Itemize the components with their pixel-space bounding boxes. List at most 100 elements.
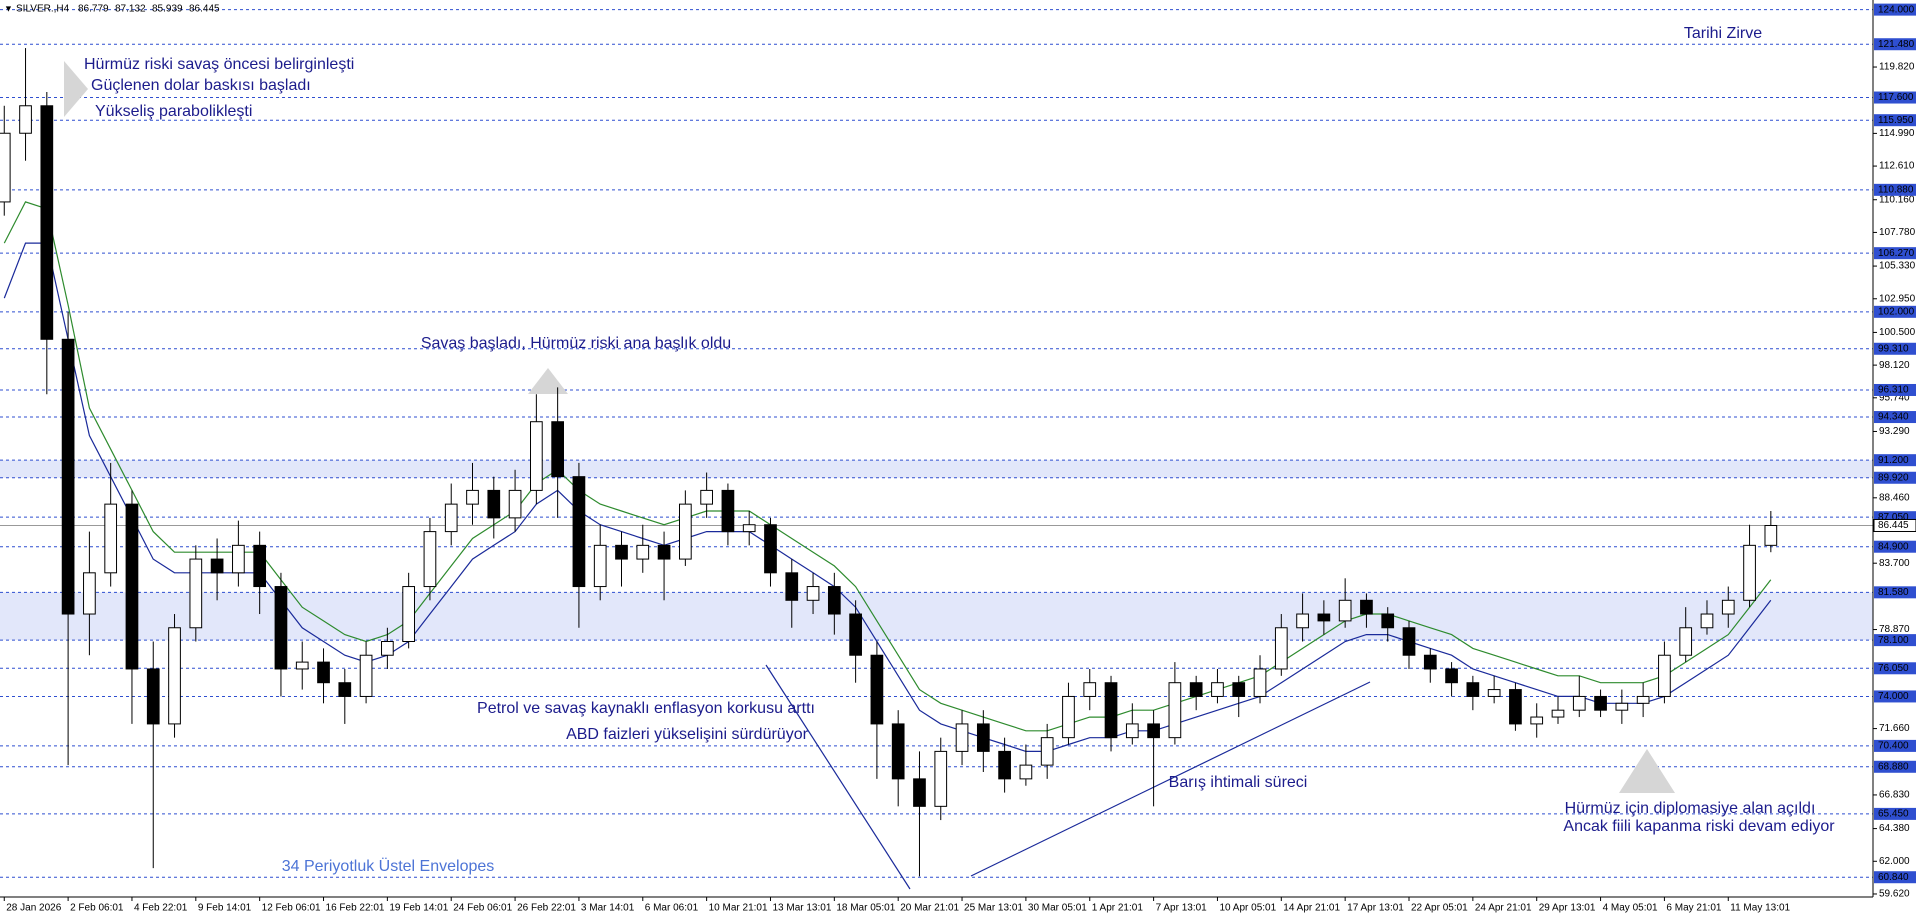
header-value: 85.939 (152, 4, 183, 15)
level-label: 81.580 (1878, 587, 1909, 598)
header: ▼ SILVER.,H4 (4, 3, 70, 14)
level-label-box (1874, 91, 1916, 104)
level-label: 124.000 (1878, 4, 1915, 15)
annotation: Savaş başladı, Hürmüz riski ana başlık o… (421, 335, 731, 352)
level-label-box (1874, 760, 1916, 773)
level-label: 78.100 (1878, 635, 1909, 646)
x-tick-label: 11 May 13:01 (1730, 903, 1790, 914)
candle-body (317, 661, 330, 684)
x-tick-label: 6 May 21:01 (1666, 903, 1721, 914)
candle-body (572, 476, 586, 588)
candle-body (1530, 716, 1544, 725)
candle-body (1104, 682, 1118, 739)
level-label: 60.840 (1878, 872, 1909, 883)
x-tick-label: 10 Mar 21:01 (709, 903, 768, 914)
level-label: 121.480 (1878, 39, 1915, 50)
x-tick-label: 3 Mar 14:01 (581, 903, 635, 914)
candle-body (955, 723, 969, 752)
candle-body (61, 338, 75, 615)
candle-body (1572, 695, 1586, 711)
candle-body (253, 544, 267, 588)
annotation: Güçlenen dolar baskısı başladı (91, 77, 311, 94)
level-label-box (1874, 383, 1916, 396)
candle-body (1658, 654, 1671, 697)
zone (0, 592, 1873, 641)
candle-body (1232, 682, 1246, 697)
y-tick-label: 71.660 (1879, 723, 1910, 734)
candle-body (338, 682, 352, 697)
level-label-box (1874, 342, 1916, 355)
x-tick-label: 4 May 05:01 (1603, 903, 1658, 914)
x-tick-label: 16 Feb 22:01 (326, 903, 385, 914)
level-label-box (1874, 183, 1916, 196)
candle-body (1211, 682, 1224, 697)
candle-body (742, 524, 756, 533)
level-label: 87.050 (1878, 512, 1909, 523)
level-label-box (1874, 411, 1916, 424)
annotations: Tarihi Zirve Hürmüz riski savaş öncesi be… (84, 25, 1835, 875)
candle-body (827, 586, 841, 615)
candle-body (700, 489, 713, 505)
candle-body (0, 132, 11, 203)
x-tick-label: 30 Mar 05:01 (1028, 903, 1087, 914)
level-label: 70.400 (1878, 741, 1909, 752)
candle-body (40, 105, 54, 340)
y-tick-label: 102.950 (1879, 293, 1916, 304)
x-tick-label: 14 Apr 21:01 (1283, 903, 1340, 914)
x-tick-label: 9 Feb 14:01 (198, 903, 252, 914)
x-tick-label: 12 Feb 06:01 (262, 903, 321, 914)
level-label-box (1874, 305, 1916, 318)
candle-body (402, 586, 416, 642)
levels (0, 9, 1873, 878)
y-tick-label: 93.290 (1879, 426, 1910, 437)
candle-body (1721, 599, 1735, 615)
x-tick-label: 22 Apr 05:01 (1411, 903, 1468, 914)
candle-body (1062, 695, 1075, 739)
header-value: 86.779 (78, 4, 109, 15)
y-tick-label: 105.330 (1879, 261, 1916, 272)
level-label: 89.920 (1878, 472, 1909, 483)
candle-body (1551, 709, 1565, 718)
current-price-box (1873, 518, 1916, 532)
level-label-box (1874, 114, 1916, 127)
candle-body (785, 572, 799, 601)
x-tick-label: 2 Feb 06:01 (70, 903, 124, 914)
envelope-line (3, 201, 1772, 732)
candle-body (1253, 668, 1267, 697)
candle-body (466, 489, 479, 505)
annotation: Barış ihtimali süreci (1169, 774, 1308, 791)
level-label-box (1874, 634, 1916, 647)
annotation: Hürmüz için diplomasiye alan açıldı (1565, 800, 1816, 817)
x-tick-label: 13 Mar 13:01 (772, 903, 831, 914)
candle-body (1040, 737, 1054, 766)
y-tick-label: 64.380 (1879, 823, 1910, 834)
annotation: Ancak fiili kapanma riski devam ediyor (1563, 818, 1835, 835)
x-tick-label: 17 Apr 13:01 (1347, 903, 1404, 914)
y-tick-label: 107.780 (1879, 227, 1916, 238)
candle-body (487, 489, 501, 519)
level-label: 91.200 (1878, 455, 1909, 466)
candle-body (1466, 682, 1480, 697)
zones (0, 460, 1873, 641)
x-tick-label: 25 Mar 13:01 (964, 903, 1023, 914)
x-tick-label: 19 Feb 14:01 (389, 903, 448, 914)
level-label-box (1874, 540, 1916, 553)
candle-body (1423, 654, 1437, 670)
level-label: 84.900 (1878, 541, 1909, 552)
level-label-box (1874, 739, 1916, 752)
y-tick-label: 62.000 (1879, 856, 1910, 867)
x-tick-label: 4 Feb 22:01 (134, 903, 188, 914)
level-label: 106.270 (1878, 248, 1915, 259)
level-label: 96.310 (1878, 385, 1909, 396)
level-label-box (1874, 511, 1916, 524)
candle-body (913, 778, 926, 807)
candle-body (1189, 682, 1203, 697)
x-tick-label: 20 Mar 21:01 (900, 903, 959, 914)
candle-body (1083, 682, 1097, 697)
candle-body (19, 105, 32, 134)
candle-body (1594, 695, 1607, 711)
candle-body (530, 421, 543, 491)
level-label: 94.340 (1878, 412, 1909, 423)
level-label: 102.000 (1878, 306, 1915, 317)
